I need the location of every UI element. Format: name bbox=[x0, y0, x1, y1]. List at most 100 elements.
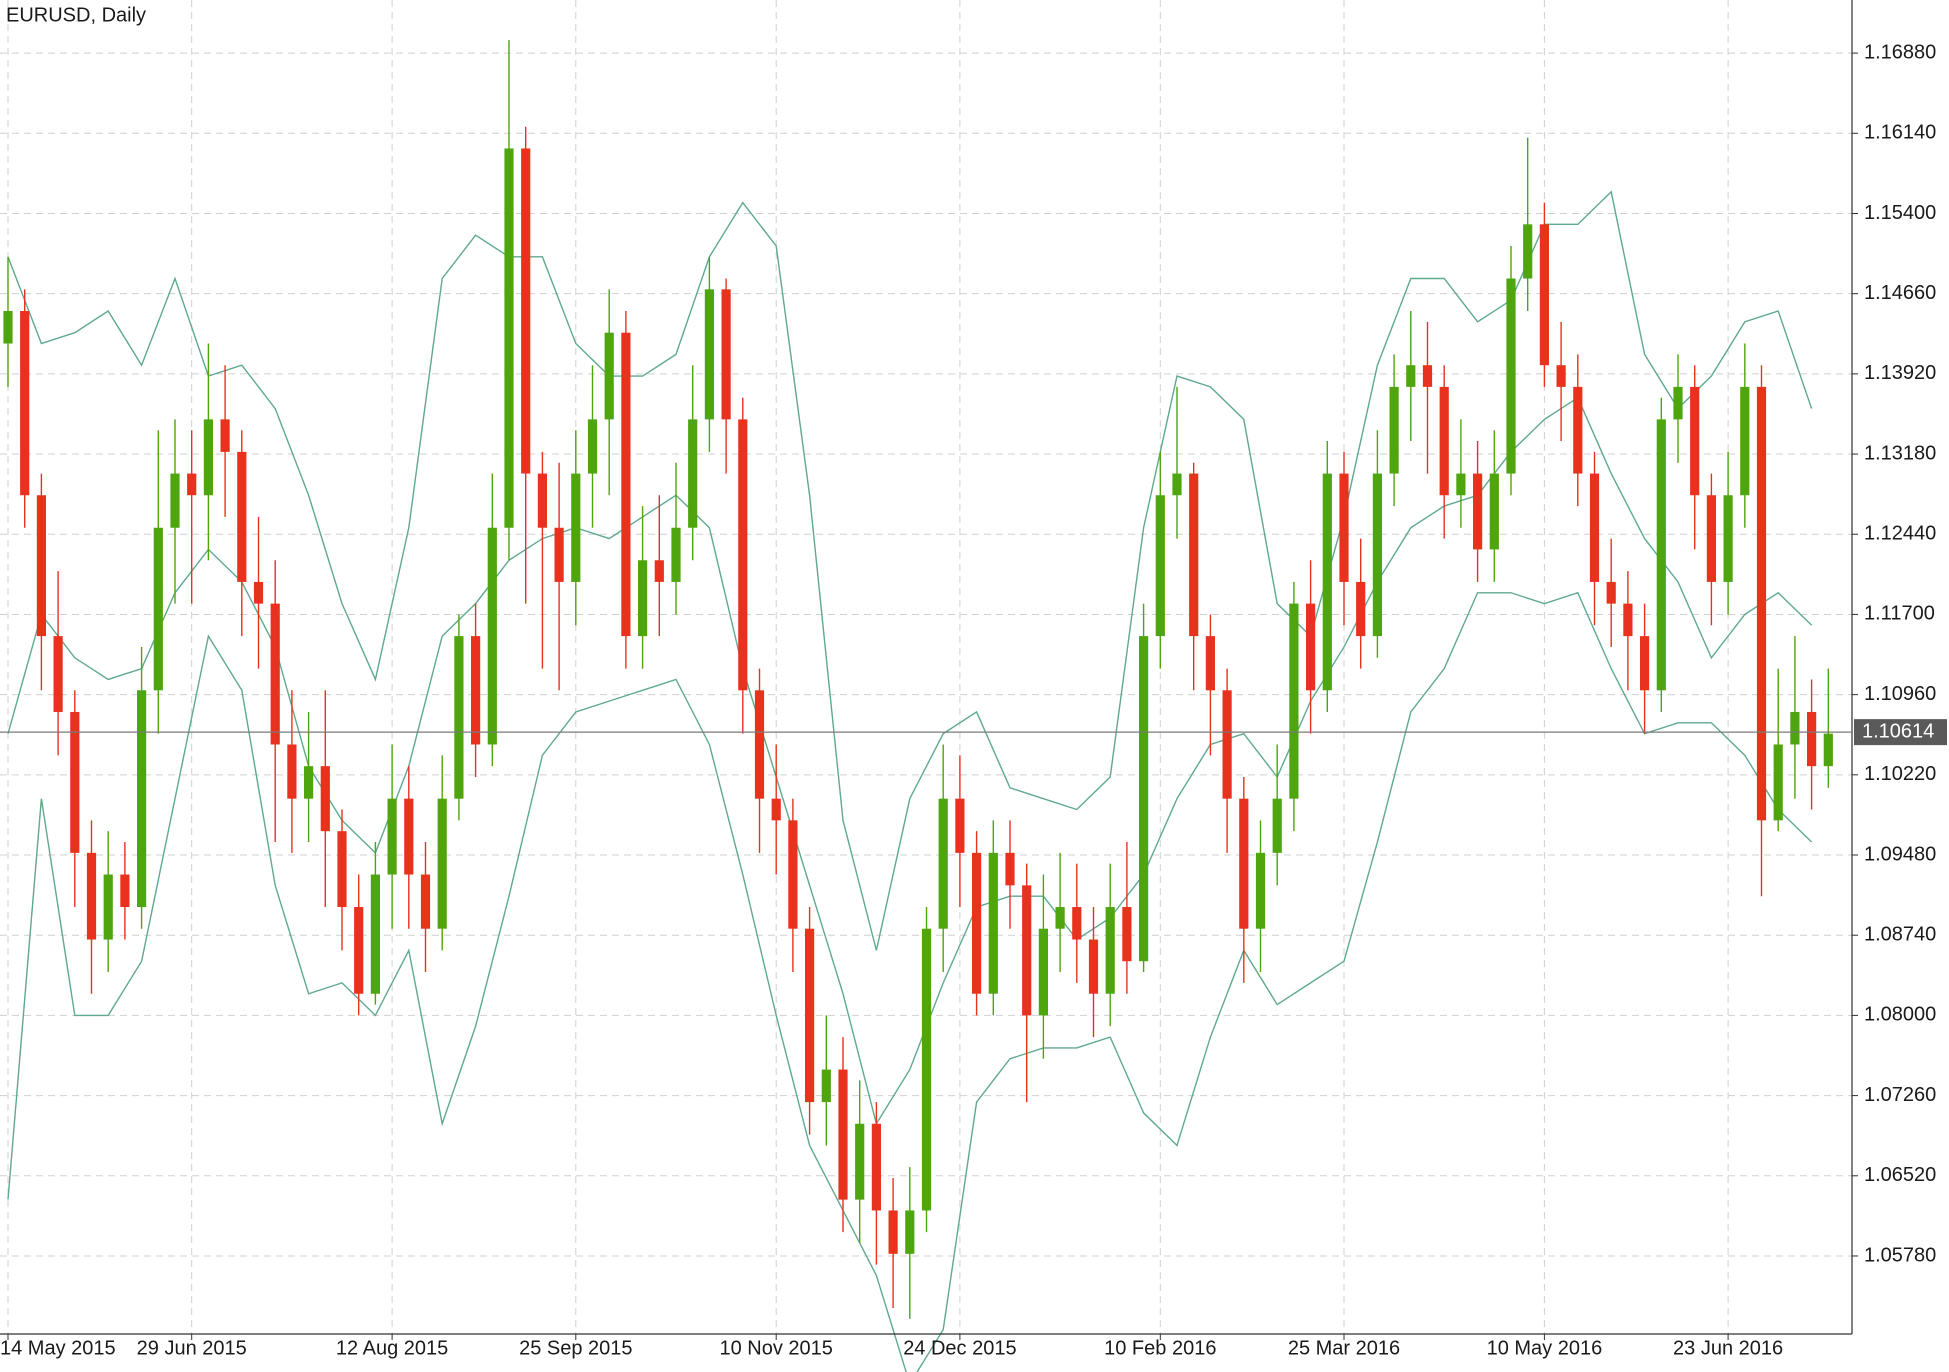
candle-body bbox=[237, 451, 247, 582]
candle-body bbox=[1172, 473, 1182, 496]
candle-body bbox=[1255, 852, 1266, 929]
x-tick-label: 10 May 2016 bbox=[1487, 1337, 1603, 1359]
candle-body bbox=[1072, 907, 1082, 940]
candle-body bbox=[587, 419, 598, 474]
candle-body bbox=[1740, 386, 1750, 496]
candle-body bbox=[1823, 733, 1833, 767]
y-tick-label: 1.16140 bbox=[1864, 122, 1936, 144]
candle-body bbox=[187, 473, 197, 496]
candle-body bbox=[521, 148, 531, 474]
candle-body bbox=[821, 1069, 831, 1103]
candle-body bbox=[203, 419, 213, 496]
candle-body bbox=[1205, 636, 1215, 691]
y-tick-label: 1.10220 bbox=[1864, 763, 1936, 785]
candle-body bbox=[471, 636, 481, 745]
candle-body bbox=[571, 473, 581, 582]
x-tick-label: 23 Jun 2016 bbox=[1673, 1337, 1783, 1359]
candle-body bbox=[921, 928, 932, 1211]
candle-body bbox=[420, 874, 431, 929]
candle-body bbox=[1222, 690, 1232, 799]
candle-body bbox=[1640, 636, 1650, 691]
candle-body bbox=[1272, 798, 1282, 853]
candle-body bbox=[137, 690, 147, 908]
candle-body bbox=[3, 311, 13, 344]
x-tick-label: 10 Nov 2015 bbox=[719, 1337, 832, 1359]
candle-body bbox=[1306, 603, 1316, 691]
band-line bbox=[7, 591, 1813, 1372]
candle-body bbox=[771, 798, 781, 821]
candle-body bbox=[1372, 473, 1382, 637]
last-price-label: 1.10614 bbox=[1862, 720, 1934, 742]
candle-body bbox=[170, 473, 180, 528]
candle-body bbox=[1656, 419, 1666, 691]
candle-body bbox=[1556, 365, 1566, 387]
x-tick-label: 29 Jun 2015 bbox=[137, 1337, 247, 1359]
candle-body bbox=[1790, 711, 1800, 745]
candle-body bbox=[638, 560, 648, 637]
candle-body bbox=[788, 820, 798, 929]
candle-body bbox=[220, 419, 230, 452]
x-tick-label: 12 Aug 2015 bbox=[336, 1337, 448, 1359]
candle-body bbox=[1439, 386, 1449, 496]
candle-body bbox=[20, 311, 30, 496]
candle-body bbox=[1389, 386, 1399, 474]
candle-body bbox=[1506, 278, 1516, 474]
candle-body bbox=[1055, 907, 1065, 929]
candle-body bbox=[387, 798, 397, 875]
candle-body bbox=[871, 1123, 881, 1211]
candle-body bbox=[1122, 907, 1132, 962]
candle-body bbox=[1589, 473, 1600, 582]
candle-body bbox=[437, 798, 447, 929]
candle-body bbox=[1339, 473, 1349, 582]
y-tick-label: 1.14660 bbox=[1864, 282, 1936, 304]
candle-body bbox=[1189, 473, 1199, 637]
candle-body bbox=[53, 636, 63, 712]
candle-body bbox=[1539, 224, 1549, 366]
candle-body bbox=[487, 527, 497, 745]
candle-body bbox=[253, 581, 264, 604]
candle-body bbox=[1623, 603, 1633, 637]
candle-body bbox=[1139, 636, 1149, 962]
chart-title: EURUSD, Daily bbox=[6, 4, 146, 26]
candle-body bbox=[738, 419, 748, 691]
candle-body bbox=[304, 766, 314, 799]
candle-body bbox=[1773, 744, 1783, 821]
candle-body bbox=[1356, 581, 1366, 637]
x-tick-label: 25 Sep 2015 bbox=[519, 1337, 632, 1359]
candle-body bbox=[1489, 473, 1499, 550]
candle-body bbox=[1456, 473, 1466, 496]
y-tick-label: 1.08000 bbox=[1864, 1004, 1936, 1026]
candle-body bbox=[354, 907, 364, 994]
candle-body bbox=[888, 1210, 898, 1254]
x-tick-label: 10 Feb 2016 bbox=[1104, 1337, 1216, 1359]
candle-body bbox=[754, 690, 765, 799]
candle-body bbox=[504, 148, 514, 528]
candle-body bbox=[805, 928, 815, 1103]
candle-body bbox=[404, 798, 414, 875]
candle-body bbox=[1723, 495, 1733, 582]
candle-body bbox=[1606, 581, 1616, 604]
y-tick-label: 1.13180 bbox=[1864, 442, 1936, 464]
y-tick-label: 1.13920 bbox=[1864, 362, 1936, 384]
candle-body bbox=[988, 852, 998, 994]
candle-body bbox=[70, 711, 80, 853]
candle-body bbox=[1573, 386, 1583, 474]
candle-body bbox=[704, 289, 714, 420]
candle-body bbox=[287, 744, 297, 799]
y-tick-label: 1.05780 bbox=[1864, 1244, 1936, 1266]
x-tick-label: 24 Dec 2015 bbox=[903, 1337, 1016, 1359]
y-tick-label: 1.12440 bbox=[1864, 523, 1936, 545]
plot-area bbox=[3, 40, 1833, 1372]
y-tick-label: 1.11700 bbox=[1864, 603, 1935, 625]
candle-body bbox=[270, 603, 280, 745]
candle-body bbox=[1105, 907, 1115, 994]
candle-body bbox=[604, 332, 614, 420]
candle-body bbox=[1005, 852, 1015, 886]
y-tick-label: 1.08740 bbox=[1864, 923, 1936, 945]
candle-body bbox=[955, 798, 965, 853]
candle-body bbox=[86, 852, 97, 940]
candle-body bbox=[1473, 473, 1483, 550]
last-price-tag bbox=[1854, 719, 1947, 746]
